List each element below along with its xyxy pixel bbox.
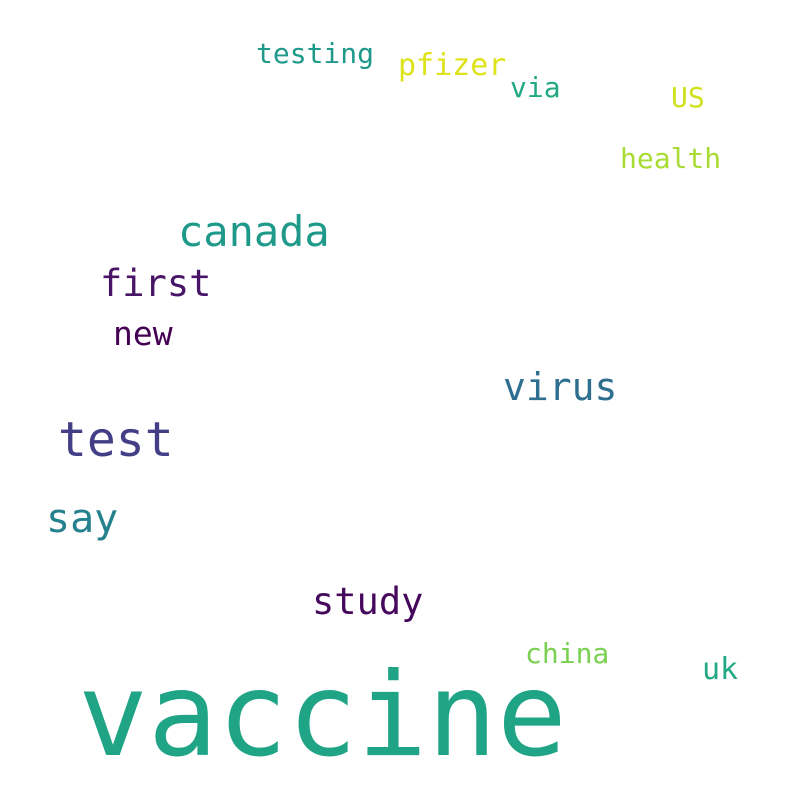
word-virus: virus xyxy=(503,365,618,409)
word-vaccine: vaccine xyxy=(78,648,567,783)
word-china: china xyxy=(525,637,610,670)
word-first: first xyxy=(100,262,212,305)
word-study: study xyxy=(312,580,424,623)
word-us: US xyxy=(671,81,705,114)
word-uk: uk xyxy=(702,652,739,687)
word-canada: canada xyxy=(178,207,330,256)
word-testing: testing xyxy=(256,37,375,70)
word-new: new xyxy=(113,314,173,353)
word-pfizer: pfizer xyxy=(398,48,507,83)
word-say: say xyxy=(46,496,119,542)
word-via: via xyxy=(510,71,561,104)
word-test: test xyxy=(58,412,174,468)
word-health: health xyxy=(620,142,722,175)
